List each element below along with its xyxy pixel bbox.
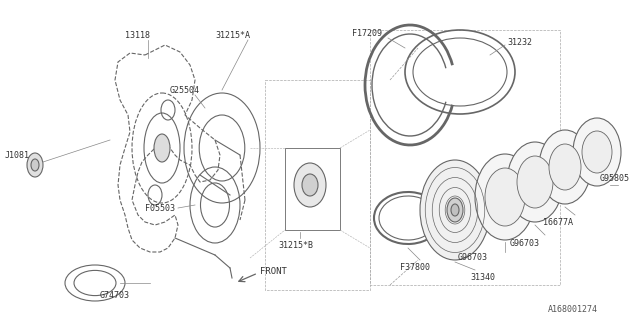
Ellipse shape <box>294 163 326 207</box>
Text: F37800: F37800 <box>400 263 430 273</box>
Ellipse shape <box>154 134 170 162</box>
Ellipse shape <box>475 154 535 240</box>
Text: G96703: G96703 <box>510 238 540 247</box>
Ellipse shape <box>573 118 621 186</box>
Text: G95805: G95805 <box>600 173 630 182</box>
Ellipse shape <box>31 159 39 171</box>
Text: J1081: J1081 <box>5 150 30 159</box>
Ellipse shape <box>549 144 581 190</box>
Text: F05503: F05503 <box>145 204 175 212</box>
Ellipse shape <box>539 130 591 204</box>
Text: 16677A: 16677A <box>543 218 573 227</box>
Text: 13118: 13118 <box>125 30 150 39</box>
Ellipse shape <box>27 153 43 177</box>
Ellipse shape <box>507 142 563 222</box>
Ellipse shape <box>420 160 490 260</box>
Text: F17209: F17209 <box>352 28 382 37</box>
Text: FRONT: FRONT <box>260 268 287 276</box>
Text: G74703: G74703 <box>100 292 130 300</box>
Text: A168001274: A168001274 <box>548 305 598 314</box>
Ellipse shape <box>447 198 463 222</box>
Text: G96703: G96703 <box>458 253 488 262</box>
Text: 31232: 31232 <box>507 37 532 46</box>
Ellipse shape <box>582 131 612 173</box>
Ellipse shape <box>451 204 459 216</box>
Ellipse shape <box>517 156 553 208</box>
Text: 31340: 31340 <box>470 274 495 283</box>
Ellipse shape <box>485 168 525 226</box>
Text: 31215*B: 31215*B <box>278 241 313 250</box>
Ellipse shape <box>302 174 318 196</box>
Text: G25504: G25504 <box>170 85 200 94</box>
Text: 31215*A: 31215*A <box>215 30 250 39</box>
